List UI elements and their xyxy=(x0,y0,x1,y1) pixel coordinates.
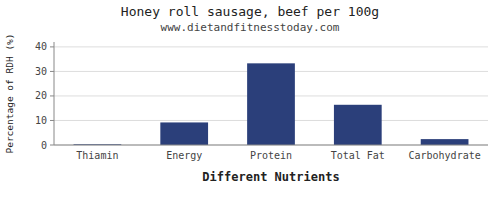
y-tick-label: 30 xyxy=(35,66,47,77)
y-tick xyxy=(50,95,54,96)
grid-line xyxy=(54,46,488,47)
y-tick xyxy=(50,71,54,72)
x-tick-label: Protein xyxy=(250,150,292,161)
x-tick-label: Carbohydrate xyxy=(408,150,480,161)
x-axis-label: Different Nutrients xyxy=(202,170,339,184)
x-axis-line xyxy=(54,145,488,146)
bar xyxy=(247,63,295,145)
y-axis-label: Percentage of RDH (%) xyxy=(4,33,15,153)
grid xyxy=(54,47,488,145)
y-axis: 0 10 20 30 40 xyxy=(35,41,54,150)
x-axis: Thiamin Energy Protein Total Fat Carbohydrat… xyxy=(54,145,488,161)
page: {"chart_data": {"type": "bar", "title": … xyxy=(0,0,500,200)
y-tick-label: 10 xyxy=(35,115,47,126)
bar xyxy=(334,105,382,145)
x-tick-label: Energy xyxy=(166,150,202,161)
chart-container: Honey roll sausage, beef per 100g www.die… xyxy=(0,0,500,200)
x-tick-label: Thiamin xyxy=(76,150,118,161)
grid-line xyxy=(54,145,488,146)
title: Honey roll sausage, beef per 100g xyxy=(121,4,379,19)
y-tick-label: 0 xyxy=(41,140,47,151)
bar xyxy=(421,139,469,145)
y-tick-label: 40 xyxy=(35,41,47,52)
bars xyxy=(74,63,469,145)
chart-svg: Honey roll sausage, beef per 100g www.die… xyxy=(0,0,500,200)
y-tick xyxy=(50,145,54,146)
y-axis-line xyxy=(54,42,55,145)
bar xyxy=(160,122,208,145)
y-tick xyxy=(50,46,54,47)
subtitle: www.dietandfitnesstoday.com xyxy=(161,21,340,34)
y-tick-label: 20 xyxy=(35,90,47,101)
x-tick-label: Total Fat xyxy=(331,150,385,161)
y-tick xyxy=(50,120,54,121)
